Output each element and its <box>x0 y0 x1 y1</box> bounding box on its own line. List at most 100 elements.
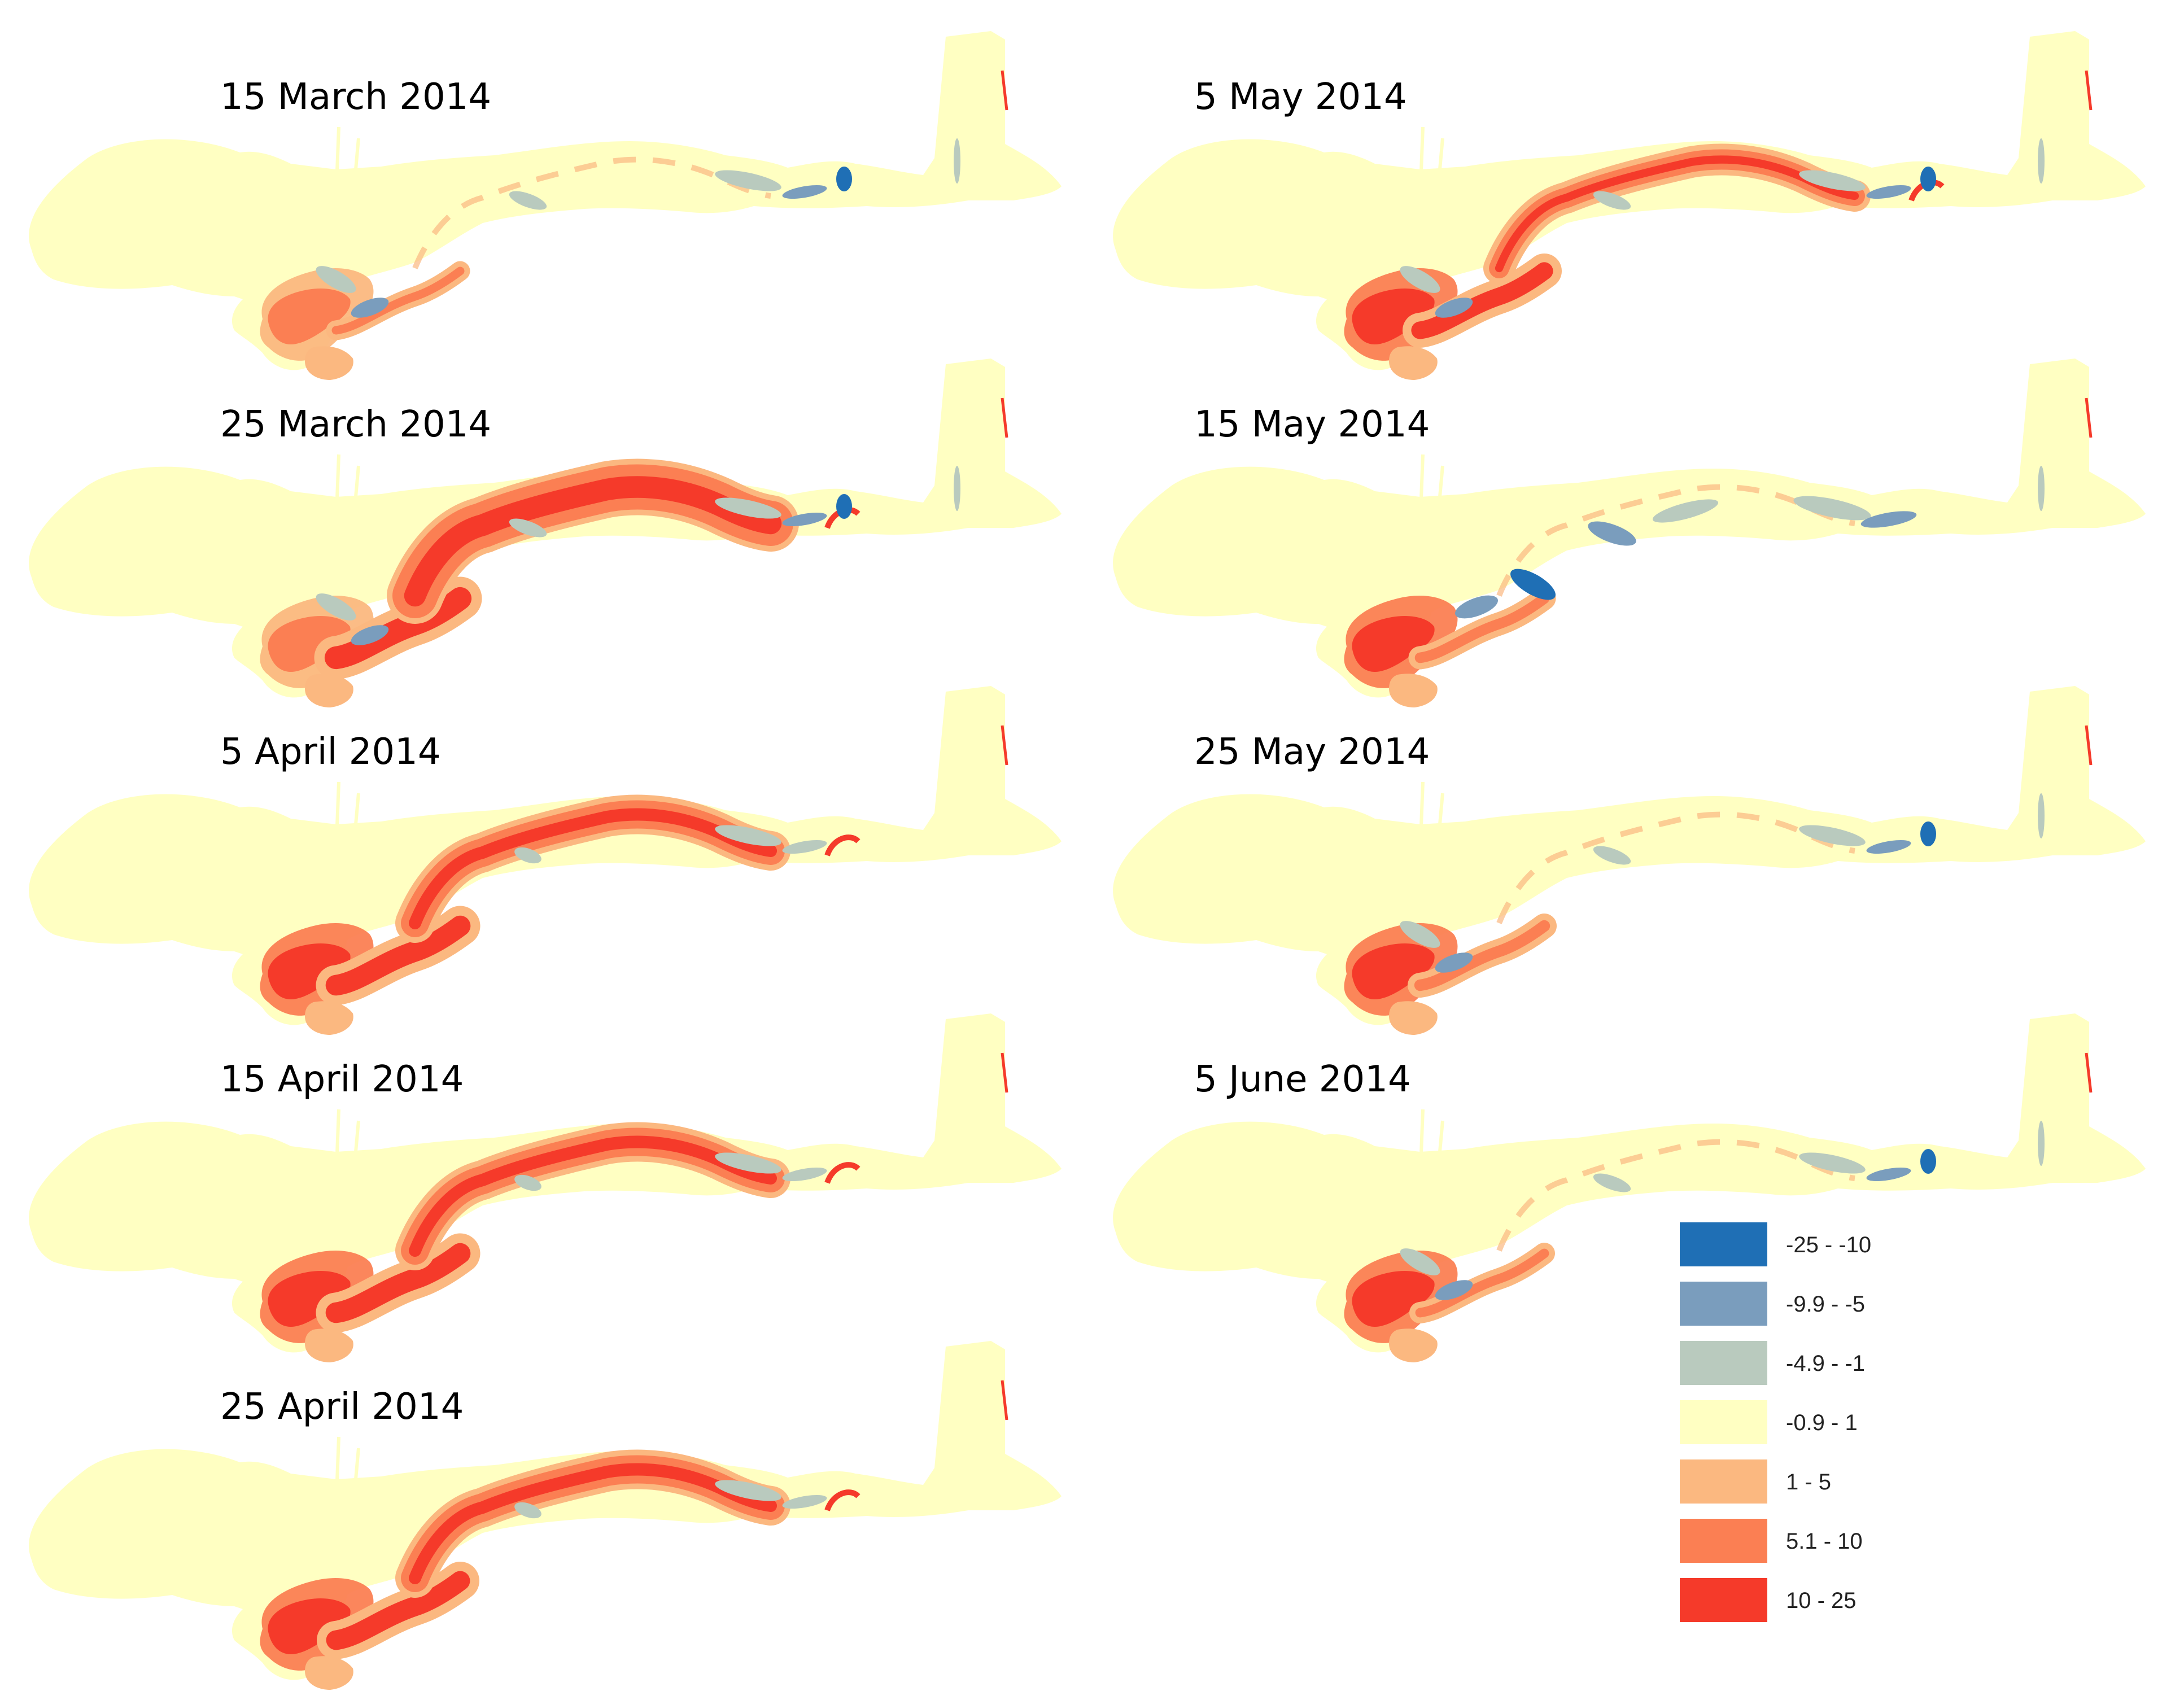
creek-line <box>1418 1109 1444 1183</box>
negative-patch <box>1652 499 1719 523</box>
bend-zone-inner <box>331 266 465 335</box>
negative-patch <box>1510 569 1556 600</box>
channel-hook <box>824 834 861 856</box>
negative-patch <box>715 170 781 191</box>
legend-swatch <box>1680 1519 1767 1563</box>
estuary-map <box>1113 1013 2146 1362</box>
tidal-basin-core <box>268 1270 351 1327</box>
coastline-mark <box>1001 397 1008 438</box>
negative-patch <box>351 625 389 645</box>
legend-item: -0.9 - 1 <box>1680 1400 1917 1445</box>
negative-patch <box>1435 952 1473 973</box>
lower-basin-zone <box>305 346 353 380</box>
negative-patch <box>715 1480 781 1501</box>
estuary-base <box>1113 359 2146 698</box>
estuary-map <box>29 31 1062 380</box>
channel-hook <box>824 1489 861 1511</box>
negative-patch <box>1799 825 1866 846</box>
panel-title: 5 April 2014 <box>220 731 441 773</box>
creek-line <box>334 126 360 201</box>
negative-patch <box>1799 1152 1866 1174</box>
creek-line <box>1418 126 1444 201</box>
negative-patch <box>2038 793 2045 838</box>
panel-title: 15 March 2014 <box>220 76 492 118</box>
legend-swatch <box>1680 1341 1767 1385</box>
negative-patch <box>782 185 827 199</box>
tidal-basin-core <box>268 943 351 999</box>
map-panel-5-june: 5 June 2014 <box>1104 997 2177 1362</box>
tidal-basin-core <box>1352 288 1435 344</box>
tidal-basin-core <box>268 1598 351 1654</box>
channel-trace <box>1496 484 1855 597</box>
coastline-mark <box>1001 725 1008 766</box>
negative-patch <box>2038 1121 2045 1166</box>
negative-patch <box>782 840 827 854</box>
tidal-basin-core <box>1352 615 1435 672</box>
lower-basin-zone <box>305 674 353 707</box>
estuary-base <box>29 31 1062 370</box>
negative-patch <box>1400 921 1440 948</box>
creek-line <box>334 1436 360 1511</box>
channel-trace <box>1496 811 1855 924</box>
negative-patch <box>316 266 356 293</box>
legend-swatch <box>1680 1222 1767 1266</box>
map-panel-25-april: 25 April 2014 <box>20 1324 1093 1690</box>
negative-patch <box>782 1494 827 1509</box>
lower-basin-zone <box>1389 1328 1438 1362</box>
tidal-basin-core <box>1352 1270 1435 1327</box>
bend-zone-inner <box>1415 1248 1549 1318</box>
coastline-mark <box>2085 1052 2093 1093</box>
bend-zone-inner <box>1411 262 1553 339</box>
creek-line <box>1418 454 1444 528</box>
negative-patch <box>514 1502 541 1519</box>
legend-swatch <box>1680 1282 1767 1326</box>
map-panel-15-april: 15 April 2014 <box>20 997 1093 1362</box>
bend-zone-inner <box>325 1243 471 1323</box>
bend-zone-inner <box>324 587 472 670</box>
panel-title: 25 March 2014 <box>220 404 492 445</box>
negative-patch <box>316 593 356 620</box>
coastline-mark <box>1001 1052 1008 1093</box>
negative-patch <box>1435 1280 1473 1300</box>
tidal-basin-core <box>268 615 351 672</box>
channel-trace <box>1496 1139 1855 1252</box>
negative-patch <box>954 138 960 183</box>
panel-title: 5 June 2014 <box>1194 1059 1411 1100</box>
panel-title: 25 May 2014 <box>1194 731 1430 773</box>
legend-item: -9.9 - -5 <box>1680 1282 1917 1327</box>
estuary-map <box>1113 359 2146 707</box>
map-panel-15-may: 15 May 2014 <box>1104 342 2177 707</box>
legend-label: 10 - 25 <box>1786 1588 1857 1613</box>
negative-patch <box>1400 266 1440 293</box>
panel-title: 5 May 2014 <box>1194 76 1407 118</box>
negative-patch <box>715 825 781 846</box>
bend-zone-inner <box>326 1571 470 1650</box>
negative-patch <box>1400 1248 1440 1275</box>
map-panel-25-may: 25 May 2014 <box>1104 669 2177 1035</box>
lower-basin-zone <box>1389 674 1438 707</box>
lower-basin-zone <box>1389 346 1438 380</box>
estuary-base <box>1113 1013 2146 1353</box>
negative-patch <box>836 494 852 519</box>
negative-patch <box>954 466 960 511</box>
negative-patch <box>1593 846 1631 865</box>
map-panel-5-may: 5 May 2014 <box>1104 14 2177 380</box>
legend-item: -4.9 - -1 <box>1680 1341 1917 1386</box>
coastline-mark <box>1001 70 1008 111</box>
tidal-basin-core <box>1352 943 1435 999</box>
legend-item: -25 - -10 <box>1680 1222 1917 1268</box>
negative-patch <box>1866 1167 1911 1182</box>
panel-title: 15 April 2014 <box>220 1059 464 1100</box>
negative-patch <box>514 847 541 864</box>
negative-patch <box>2038 138 2045 183</box>
legend-item: 10 - 25 <box>1680 1578 1917 1623</box>
negative-patch <box>1920 821 1936 846</box>
negative-patch <box>1435 298 1473 318</box>
map-panel-5-april: 5 April 2014 <box>20 669 1093 1035</box>
estuary-base <box>29 1013 1062 1353</box>
legend-item: 5.1 - 10 <box>1680 1519 1917 1564</box>
bend-zone-inner <box>1414 920 1550 991</box>
legend-label: 1 - 5 <box>1786 1470 1832 1494</box>
negative-patch <box>1593 191 1631 210</box>
lower-basin-zone <box>305 1001 353 1035</box>
